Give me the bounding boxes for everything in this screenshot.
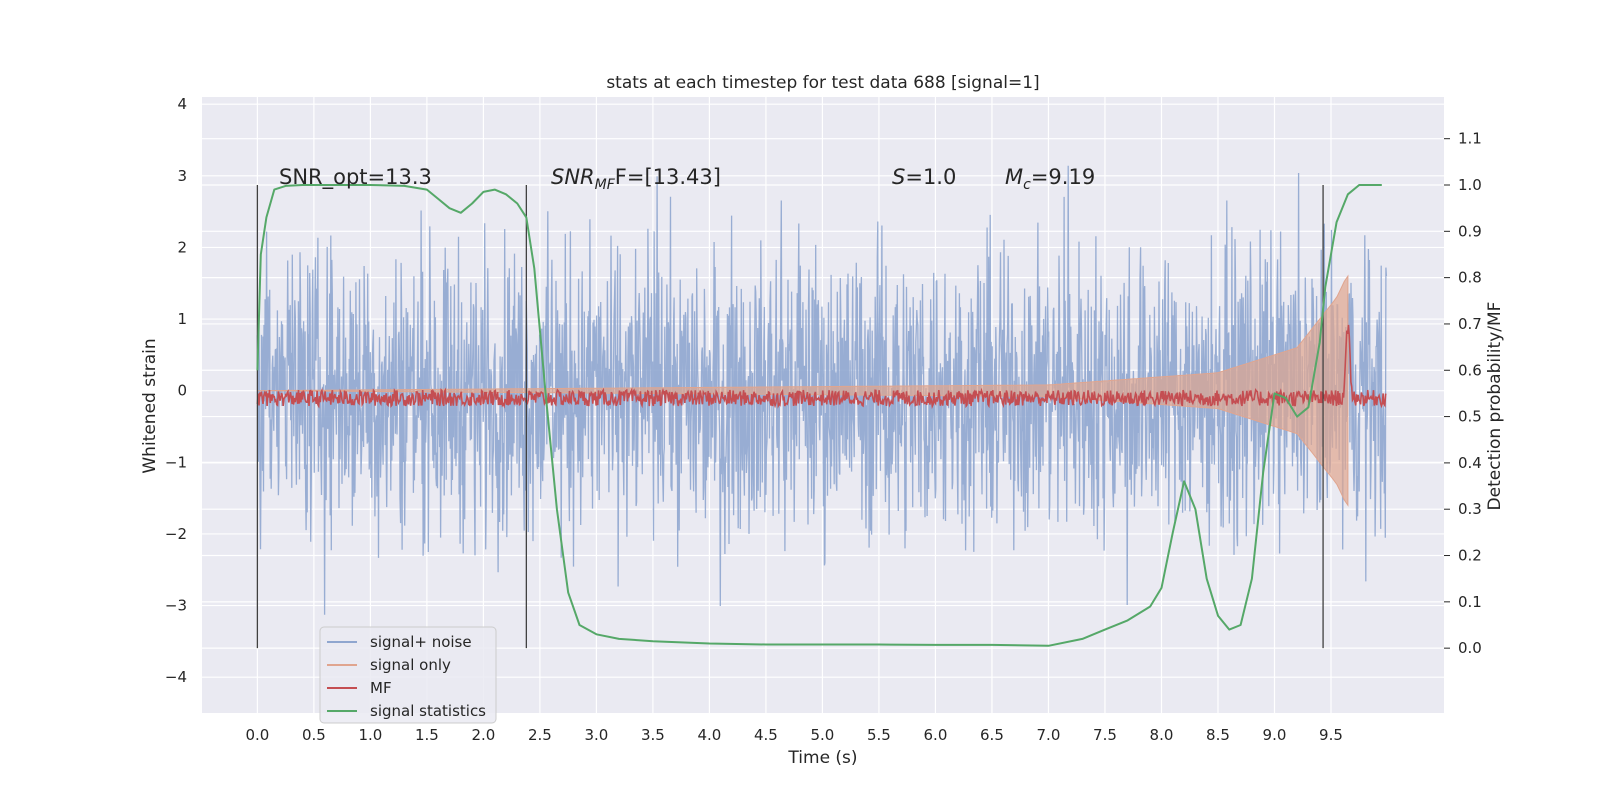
- y-left-tick-label: −1: [165, 453, 187, 471]
- y-left-tick-label: −4: [165, 668, 187, 686]
- y-right-tick-label: 1.0: [1458, 176, 1482, 194]
- y-right-tick-label: 0.7: [1458, 315, 1482, 333]
- chart-title: stats at each timestep for test data 688…: [606, 73, 1039, 93]
- annotation-mc-base: M: [1005, 165, 1023, 189]
- y-right-axis-label: Detection probability/MF: [1485, 302, 1505, 511]
- legend-label: MF: [370, 679, 392, 697]
- y-left-axis-ticks: 4 3 2 1 0 −1 −2 −3 −4: [165, 95, 187, 686]
- x-tick-label: 3.0: [584, 726, 608, 744]
- legend-box: [319, 626, 497, 724]
- annotation-snr-opt: SNR_opt=13.3: [279, 165, 432, 190]
- x-tick-label: 2.5: [528, 726, 552, 744]
- y-left-tick-label: 2: [177, 238, 187, 256]
- mf-line: [256, 324, 1387, 410]
- annotation-snr-mf: SNRMFF=[13.43]: [551, 165, 721, 193]
- y-right-axis-ticks: 1.1 1.0 0.9 0.8 0.7 0.6 0.5 0.4 0.3 0.2 0.1 0.0: [1444, 130, 1482, 657]
- x-tick-label: 8.0: [1150, 726, 1174, 744]
- x-tick-label: 4.5: [754, 726, 778, 744]
- legend-label: signal statistics: [370, 702, 486, 720]
- annotation-s: S=1.0: [892, 165, 956, 189]
- y-left-tick-label: 4: [177, 95, 187, 113]
- y-right-tick-label: 0.6: [1458, 361, 1482, 379]
- x-tick-label: 5.5: [867, 726, 891, 744]
- series-mf: [256, 324, 1387, 410]
- y-right-tick-label: 0.8: [1458, 269, 1482, 287]
- y-left-tick-label: −2: [165, 525, 187, 543]
- y-right-tick-label: 0.2: [1458, 547, 1482, 565]
- vertical-markers: [256, 185, 1324, 649]
- x-tick-label: 3.5: [641, 726, 665, 744]
- annotation-s-tail: =1.0: [905, 165, 956, 189]
- y-right-tick-label: 0.3: [1458, 500, 1482, 518]
- x-axis-label: Time (s): [787, 748, 857, 768]
- y-right-tick-label: 0.4: [1458, 454, 1482, 472]
- x-tick-label: 1.5: [415, 726, 439, 744]
- annotation-mc-sub: c: [1023, 177, 1031, 193]
- y-left-tick-label: 1: [177, 310, 187, 328]
- x-tick-label: 6.0: [924, 726, 948, 744]
- y-right-tick-label: 0.1: [1458, 593, 1482, 611]
- y-left-tick-label: −3: [165, 597, 187, 615]
- legend-label: signal+ noise: [370, 633, 472, 651]
- x-tick-label: 1.0: [358, 726, 382, 744]
- x-tick-label: 8.5: [1206, 726, 1230, 744]
- x-tick-label: 9.5: [1319, 726, 1343, 744]
- x-tick-label: 4.0: [697, 726, 721, 744]
- x-tick-label: 5.0: [811, 726, 835, 744]
- legend-label: signal only: [370, 656, 451, 674]
- y-right-tick-label: 0.5: [1458, 408, 1482, 426]
- y-left-tick-label: 3: [177, 167, 187, 185]
- x-tick-label: 7.5: [1093, 726, 1117, 744]
- x-axis-ticks: 0.0 0.5 1.0 1.5 2.0 2.5 3.0 3.5 4.0 4.5 5.0 5.5 6.0 6…: [245, 726, 1342, 744]
- x-tick-label: 0.0: [245, 726, 269, 744]
- x-tick-label: 7.0: [1037, 726, 1061, 744]
- annotation-snr-mf-base: SNR: [551, 165, 595, 189]
- y-right-tick-label: 0.9: [1458, 222, 1482, 240]
- y-left-axis-label: Whitened strain: [140, 338, 160, 473]
- y-right-tick-label: 1.1: [1458, 130, 1482, 148]
- legend: signal+ noise signal only MF signal statist…: [319, 626, 497, 724]
- y-right-tick-label: 0.0: [1458, 639, 1482, 657]
- annotation-mc-tail: =9.19: [1031, 165, 1095, 189]
- signal-statistics-line: [256, 184, 1382, 647]
- x-tick-label: 6.5: [980, 726, 1004, 744]
- x-tick-label: 0.5: [302, 726, 326, 744]
- x-tick-label: 2.0: [471, 726, 495, 744]
- y-left-tick-label: 0: [177, 382, 187, 400]
- annotation-mc: Mc=9.19: [1005, 165, 1095, 193]
- annotation-snr-mf-sub: MF: [595, 177, 616, 193]
- annotation-snr-mf-tail: F=[13.43]: [615, 165, 721, 189]
- annotation-s-base: S: [892, 165, 905, 189]
- x-tick-label: 9.0: [1263, 726, 1287, 744]
- series-signal-statistics: [256, 184, 1382, 647]
